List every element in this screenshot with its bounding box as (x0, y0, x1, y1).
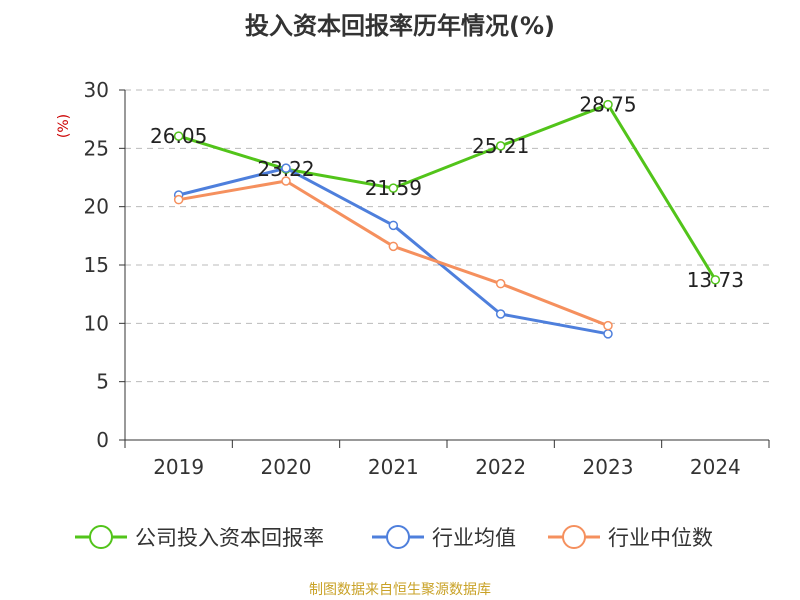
legend[interactable]: 公司投入资本回报率 行业均值 行业中位数 (75, 525, 713, 550)
y-tick-label: 10 (84, 311, 109, 335)
data-point (710, 275, 721, 285)
grid-lines (125, 89, 769, 383)
legend-marker (562, 525, 586, 549)
data-label: 13.73 (687, 268, 744, 292)
data-point (173, 194, 184, 205)
y-tick-label: 5 (96, 370, 109, 394)
x-tick-label: 2020 (261, 455, 312, 479)
series-line (178, 179, 609, 328)
data-labels: 26.05 23.22 21.59 25.21 28.75 13.73 (150, 93, 744, 292)
legend-marker (89, 525, 113, 549)
x-tick-label: 2023 (583, 455, 634, 479)
legend-item[interactable]: 公司投入资本回报率 (75, 525, 324, 550)
data-point (388, 220, 399, 231)
data-point (388, 183, 399, 193)
y-tick-label: 25 (84, 136, 109, 160)
y-tick-label: 20 (84, 195, 109, 219)
x-tick-label: 2021 (368, 455, 419, 479)
legend-item[interactable]: 行业中位数 (548, 525, 713, 550)
axes: 0 5 10 15 20 25 30 2019 2020 2021 2022 2023 2024 (84, 78, 770, 479)
series-line (178, 103, 717, 281)
legend-label: 行业均值 (432, 526, 516, 550)
legend-marker (386, 525, 410, 549)
data-point (603, 99, 613, 110)
legend-item[interactable]: 行业均值 (372, 525, 516, 550)
data-point (388, 241, 399, 252)
data-point (603, 329, 613, 339)
data-point (281, 163, 291, 173)
data-label: 26.05 (150, 124, 207, 148)
y-axis-label: (%) (56, 114, 72, 138)
data-label: 21.59 (365, 176, 422, 200)
x-tick-label: 2019 (153, 455, 204, 479)
data-point (495, 309, 506, 319)
data-point (603, 320, 613, 331)
y-tick-label: 15 (84, 253, 109, 277)
series-0 (173, 99, 721, 285)
series-group (173, 99, 721, 339)
x-tick-label: 2022 (475, 455, 526, 479)
source-note: 制图数据来自恒生聚源数据库 (309, 582, 491, 598)
legend-label: 行业中位数 (608, 526, 713, 550)
data-point (281, 176, 291, 186)
series-2 (173, 176, 613, 331)
chart-title: 投入资本回报率历年情况(%) (245, 12, 555, 40)
data-label: 25.21 (472, 134, 529, 158)
y-tick-label: 0 (96, 428, 109, 452)
data-point (495, 141, 506, 151)
legend-label: 公司投入资本回报率 (135, 526, 324, 550)
data-point (495, 278, 506, 289)
data-label: 23.22 (257, 157, 314, 181)
y-tick-label: 30 (84, 78, 109, 102)
data-label: 28.75 (579, 93, 636, 117)
data-point (173, 131, 184, 141)
x-tick-label: 2024 (690, 455, 741, 479)
